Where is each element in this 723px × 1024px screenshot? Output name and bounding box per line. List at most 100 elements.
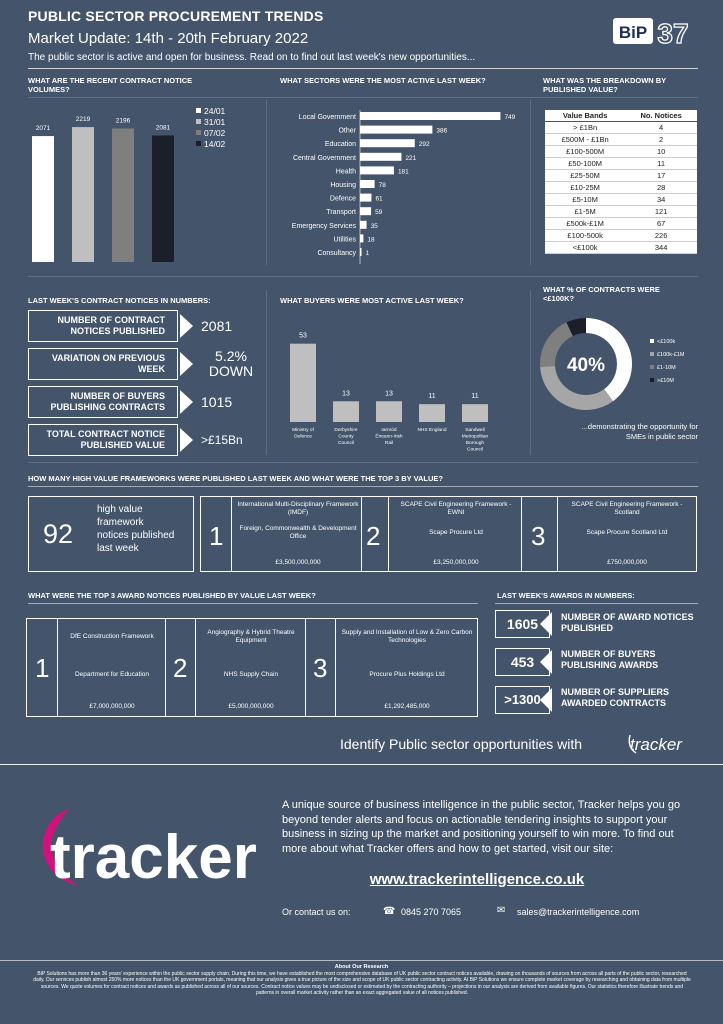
sector-data-label: 386 xyxy=(436,128,447,135)
buyer-label: NHS England xyxy=(417,427,446,433)
framework-divider xyxy=(231,497,232,571)
buyer-data-label: 11 xyxy=(471,393,478,400)
email-icon: ✉ xyxy=(497,905,506,916)
sector-bar xyxy=(360,180,375,188)
value-band-row: £1-5M 121 xyxy=(545,205,697,218)
page-title: PUBLIC SECTOR PROCUREMENT TRENDS xyxy=(28,8,324,24)
phone-icon: ☎ xyxy=(383,906,396,917)
value-band-count: 4 xyxy=(625,121,697,134)
award-divider xyxy=(57,619,58,716)
arrow-left-icon xyxy=(540,650,552,674)
number-value: 1015 xyxy=(201,393,233,410)
legend-label: £100k-£1M xyxy=(657,352,685,358)
header-divider xyxy=(28,68,698,69)
sector-label: Local Government xyxy=(299,114,356,121)
row1-divider-a xyxy=(266,100,267,265)
donut-slice xyxy=(586,318,632,402)
value-band-cell: <£100k xyxy=(545,241,626,254)
frameworks-heading: HOW MANY HIGH VALUE FRAMEWORKS WERE PUBL… xyxy=(28,474,444,483)
number-label: VARIATION ON PREVIOUS WEEK xyxy=(28,348,178,380)
volumes-heading: WHAT ARE THE RECENT CONTRACT NOTICE VOLU… xyxy=(28,76,193,94)
award-number-label: NUMBER OF BUYERS PUBLISHING AWARDS xyxy=(561,649,659,670)
framework-divider xyxy=(557,497,558,571)
percent-caption-line1: ...demonstrating the opportunity for xyxy=(581,422,698,431)
col-value-bands: Value Bands xyxy=(545,110,626,122)
award-divider xyxy=(165,619,166,716)
sectors-heading: WHAT SECTORS WERE THE MOST ACTIVE LAST W… xyxy=(280,76,486,85)
award-divider xyxy=(335,619,336,716)
frameworks-top3-box: 1 International Multi-Disciplinary Frame… xyxy=(200,496,697,572)
numbers-row: NUMBER OF BUYERS PUBLISHING CONTRACTS 10… xyxy=(28,386,261,418)
buyers-heading: WHAT BUYERS WERE MOST ACTIVE LAST WEEK? xyxy=(280,296,464,305)
phone-number[interactable]: 0845 270 7065 xyxy=(401,907,462,917)
numbers-list: NUMBER OF CONTRACT NOTICES PUBLISHED 208… xyxy=(28,310,261,456)
email-link[interactable]: sales@trackerintelligence.com xyxy=(517,907,640,917)
sector-label: Emergency Services xyxy=(292,223,357,230)
award-rank: 2 xyxy=(173,653,188,683)
buyer-label: Council xyxy=(467,447,483,453)
number-value: 2081 xyxy=(201,317,233,334)
framework-divider xyxy=(521,497,522,571)
value-band-count: 17 xyxy=(625,169,697,182)
frameworks-count-label: high value framework notices published l… xyxy=(97,504,175,554)
row2-divider-a xyxy=(266,290,267,455)
awards-heading: WHAT WERE THE TOP 3 AWARD NOTICES PUBLIS… xyxy=(28,591,316,600)
buyer-bar xyxy=(376,401,402,422)
buyer-data-label: 11 xyxy=(428,393,435,400)
buyer-label: Rail xyxy=(385,440,393,446)
cta-text: Identify Public sector opportunities wit… xyxy=(340,736,583,752)
value-band-row: £25-50M 17 xyxy=(545,169,697,182)
award-title: DfE Construction Framework xyxy=(70,633,154,640)
value-band-row: £100-500k 226 xyxy=(545,229,697,242)
framework-divider xyxy=(361,497,362,571)
sector-data-label: 18 xyxy=(367,236,375,243)
framework-rank: 3 xyxy=(531,521,546,551)
legend-swatch xyxy=(650,365,654,369)
legend-swatch xyxy=(650,352,654,356)
value-band-count: 121 xyxy=(625,205,697,218)
legend-label: 24/01 xyxy=(204,106,226,116)
footer-url-link[interactable]: www.trackerintelligence.co.uk xyxy=(369,871,585,888)
framework-buyer: Scape Procure Ltd xyxy=(429,529,483,536)
row1-top-line xyxy=(28,97,698,98)
value-band-count: 10 xyxy=(625,145,697,158)
sector-data-label: 61 xyxy=(375,196,383,203)
contact-label: Or contact us on: xyxy=(282,907,351,917)
arrow-right-icon xyxy=(180,390,193,414)
value-band-cell: > £1Bn xyxy=(545,121,626,134)
bip-logo-text: BiP xyxy=(619,23,647,42)
sector-bar xyxy=(360,193,372,202)
sector-bar xyxy=(360,125,433,134)
buyer-label: Ministry of xyxy=(292,427,315,433)
donut-slice xyxy=(540,322,573,367)
arrow-left-icon xyxy=(540,688,552,712)
numbers-row: TOTAL CONTRACT NOTICE PUBLISHED VALUE >£… xyxy=(28,424,261,456)
sector-bar xyxy=(360,207,372,216)
value-band-count: 67 xyxy=(625,217,697,230)
arrow-left-icon xyxy=(540,612,552,636)
percent-heading: WHAT % OF CONTRACTS WERE <£100K? xyxy=(543,285,660,303)
awards-line xyxy=(28,603,478,604)
awards-top3-box: 1 DfE Construction Framework Department … xyxy=(26,618,478,717)
award-divider xyxy=(195,619,196,716)
number-value: 5.2% DOWN xyxy=(208,348,254,379)
about-divider xyxy=(0,960,723,961)
tracker-logo[interactable]: tracker xyxy=(30,794,266,898)
legend-swatch xyxy=(196,130,201,135)
value-band-cell: £25-50M xyxy=(545,169,626,182)
award-numbers-heading: LAST WEEK'S AWARDS IN NUMBERS: xyxy=(497,591,635,600)
value-band-count: 344 xyxy=(625,241,697,254)
sector-data-label: 292 xyxy=(419,141,430,148)
frameworks-count-box: 92 high value framework notices publishe… xyxy=(28,496,194,572)
sector-label: Education xyxy=(325,141,356,148)
value-band-cell: £50-100M xyxy=(545,157,626,170)
frameworks-line xyxy=(28,486,698,487)
sector-label: Defence xyxy=(330,196,356,203)
sector-bar xyxy=(360,112,501,120)
value-band-row: £10-25M 28 xyxy=(545,181,697,194)
tracker-cta-logo[interactable]: tracker xyxy=(626,731,700,757)
framework-buyer: Scape Procure Scotland Ltd xyxy=(586,529,668,536)
sector-bar xyxy=(360,139,415,148)
numbers-row: VARIATION ON PREVIOUS WEEK 5.2% DOWN xyxy=(28,348,261,380)
value-band-cell: £5-10M xyxy=(545,193,626,206)
